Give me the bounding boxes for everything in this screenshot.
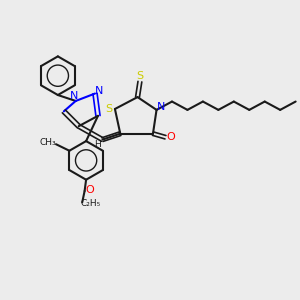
Text: CH₃: CH₃ [39,138,56,147]
Text: O: O [167,132,175,142]
Text: S: S [105,104,112,114]
Text: N: N [69,91,78,101]
Text: N: N [157,103,165,112]
Text: H: H [94,140,101,149]
Text: O: O [85,185,94,195]
Text: C₂H₅: C₂H₅ [80,199,101,208]
Text: N: N [95,85,103,96]
Text: S: S [136,71,143,81]
